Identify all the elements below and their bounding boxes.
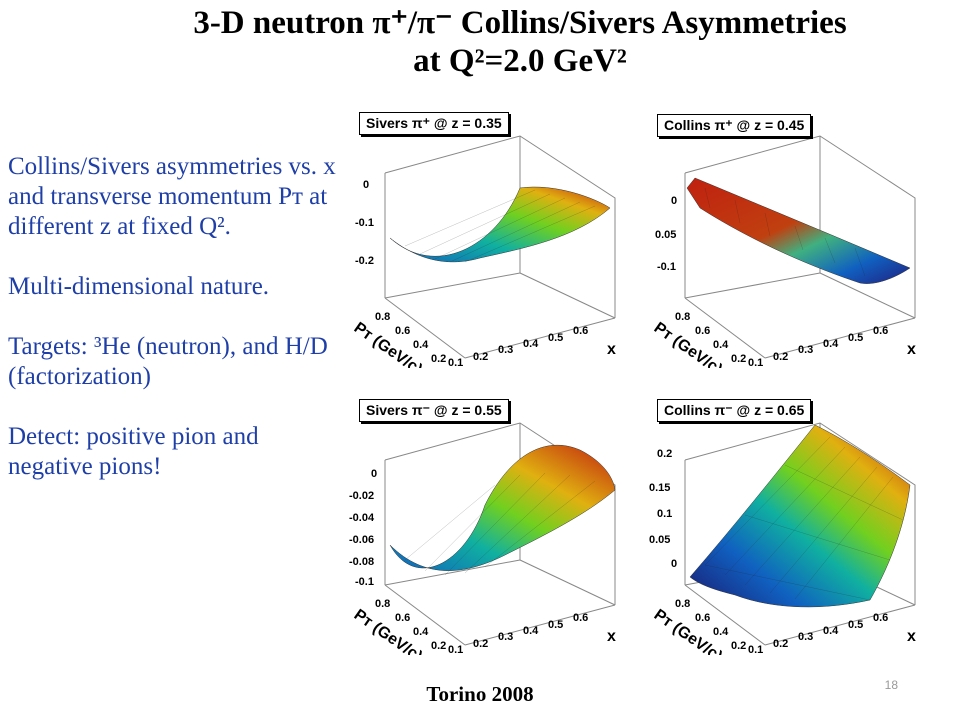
x-tick: 0.3	[498, 344, 513, 356]
z-tick: 0	[671, 195, 677, 207]
z-tick: -0.1	[355, 576, 374, 588]
pt-tick: 0.6	[395, 612, 410, 624]
x-axis-label: x	[907, 341, 916, 358]
x-axis-label: x	[607, 628, 616, 645]
z-tick: 0.15	[649, 482, 670, 494]
x-tick: 0.5	[848, 332, 863, 344]
z-tick: -0.08	[349, 556, 374, 568]
x-tick: 0.4	[823, 625, 839, 637]
pt-tick: 0.8	[675, 311, 690, 323]
x-tick: 0.2	[473, 351, 488, 363]
z-tick: -0.2	[355, 255, 374, 267]
z-tick: 0.05	[655, 229, 676, 241]
pt-tick: 0.8	[675, 598, 690, 610]
surface-plot-svg: 0 -0.02 -0.04 -0.06 -0.08 -0.1 0.1 0.2 0…	[349, 422, 616, 655]
x-tick: 0.6	[873, 612, 888, 624]
z-tick: -0.1	[657, 261, 676, 273]
x-tick: 0.2	[773, 638, 788, 650]
z-tick: 0	[363, 179, 369, 191]
surface-plot-svg: 0 0.05 -0.1 0.1 0.2 0.3 0.4 0.5 0.6 0.8 …	[651, 135, 916, 368]
bullet-4: Detect: positive pion and negative pions…	[8, 423, 259, 480]
x-axis-label: x	[907, 628, 916, 645]
plot-label: Collins π⁺ @ z = 0.45	[657, 114, 812, 137]
pt-tick: 0.4	[713, 339, 729, 351]
plot-collins-pi-minus: Collins π⁻ @ z = 0.65	[645, 395, 930, 655]
x-axis-label: x	[607, 341, 616, 358]
x-tick: 0.2	[773, 351, 788, 363]
title-line-1: 3-D neutron π⁺/π⁻ Collins/Sivers Asymmet…	[193, 5, 847, 41]
x-tick: 0.5	[848, 619, 863, 631]
x-tick: 0.1	[748, 644, 763, 655]
z-tick: -0.1	[355, 217, 374, 229]
x-tick: 0.6	[573, 612, 588, 624]
pt-tick: 0.2	[731, 640, 746, 652]
pt-tick: 0.6	[395, 325, 410, 337]
x-tick: 0.2	[473, 638, 488, 650]
x-tick: 0.3	[498, 631, 513, 643]
z-tick: 0	[671, 558, 677, 570]
plot-sivers-pi-plus: Sivers π⁺ @ z = 0.35 0 -0	[345, 108, 630, 368]
bullet-1: Collins/Sivers asymmetries vs. x and tra…	[8, 153, 336, 240]
pt-tick: 0.8	[375, 598, 390, 610]
x-tick: 0.5	[548, 619, 563, 631]
pt-tick: 0.6	[695, 325, 710, 337]
z-tick: -0.04	[349, 512, 375, 524]
pt-tick: 0.4	[413, 626, 429, 638]
pt-tick: 0.8	[375, 311, 390, 323]
pt-tick: 0.2	[431, 640, 446, 652]
surface-plot-svg: 0 -0.1 -0.2 0.1 0.2 0.3 0.4 0.5 0.6 0.8 …	[351, 135, 616, 368]
z-tick: -0.02	[349, 490, 374, 502]
x-tick: 0.6	[573, 325, 588, 337]
x-tick: 0.1	[448, 644, 463, 655]
x-tick: 0.3	[798, 631, 813, 643]
bullet-3: Targets: ³He (neutron), and H/D (factori…	[8, 333, 328, 390]
z-tick: 0.2	[657, 448, 672, 460]
plot-label: Sivers π⁻ @ z = 0.55	[359, 399, 509, 422]
z-tick: 0	[371, 468, 377, 480]
slide-title: 3-D neutron π⁺/π⁻ Collins/Sivers Asymmet…	[0, 4, 960, 80]
page-number: 18	[884, 678, 898, 692]
x-tick: 0.6	[873, 325, 888, 337]
x-tick: 0.4	[523, 338, 539, 350]
pt-tick: 0.4	[413, 339, 429, 351]
pt-tick: 0.2	[431, 353, 446, 365]
pt-tick: 0.6	[695, 612, 710, 624]
z-tick: -0.06	[349, 534, 374, 546]
plot-label: Collins π⁻ @ z = 0.65	[657, 399, 812, 422]
plot-label: Sivers π⁺ @ z = 0.35	[359, 112, 509, 135]
plot-collins-pi-plus: Collins π⁺ @ z = 0.45 0 0	[645, 108, 930, 368]
bullet-2: Multi-dimensional nature.	[8, 273, 270, 300]
x-tick: 0.4	[523, 625, 539, 637]
z-tick: 0.1	[657, 508, 672, 520]
surface-plot-svg: 0.2 0.15 0.1 0.05 0 0.1 0.2 0.3 0.4 0.5 …	[649, 422, 916, 655]
x-tick: 0.5	[548, 332, 563, 344]
x-tick: 0.1	[448, 357, 463, 368]
bullet-text-block: Collins/Sivers asymmetries vs. x and tra…	[8, 152, 348, 482]
plot-sivers-pi-minus: Sivers π⁻ @ z = 0.55 0 -0	[345, 395, 630, 655]
pt-tick: 0.4	[713, 626, 729, 638]
x-tick: 0.4	[823, 338, 839, 350]
x-tick: 0.1	[748, 357, 763, 368]
z-tick: 0.05	[649, 534, 670, 546]
footer-text: Torino 2008	[426, 682, 534, 706]
x-tick: 0.3	[798, 344, 813, 356]
title-line-2: at Q²=2.0 GeV²	[413, 43, 627, 79]
pt-tick: 0.2	[731, 353, 746, 365]
